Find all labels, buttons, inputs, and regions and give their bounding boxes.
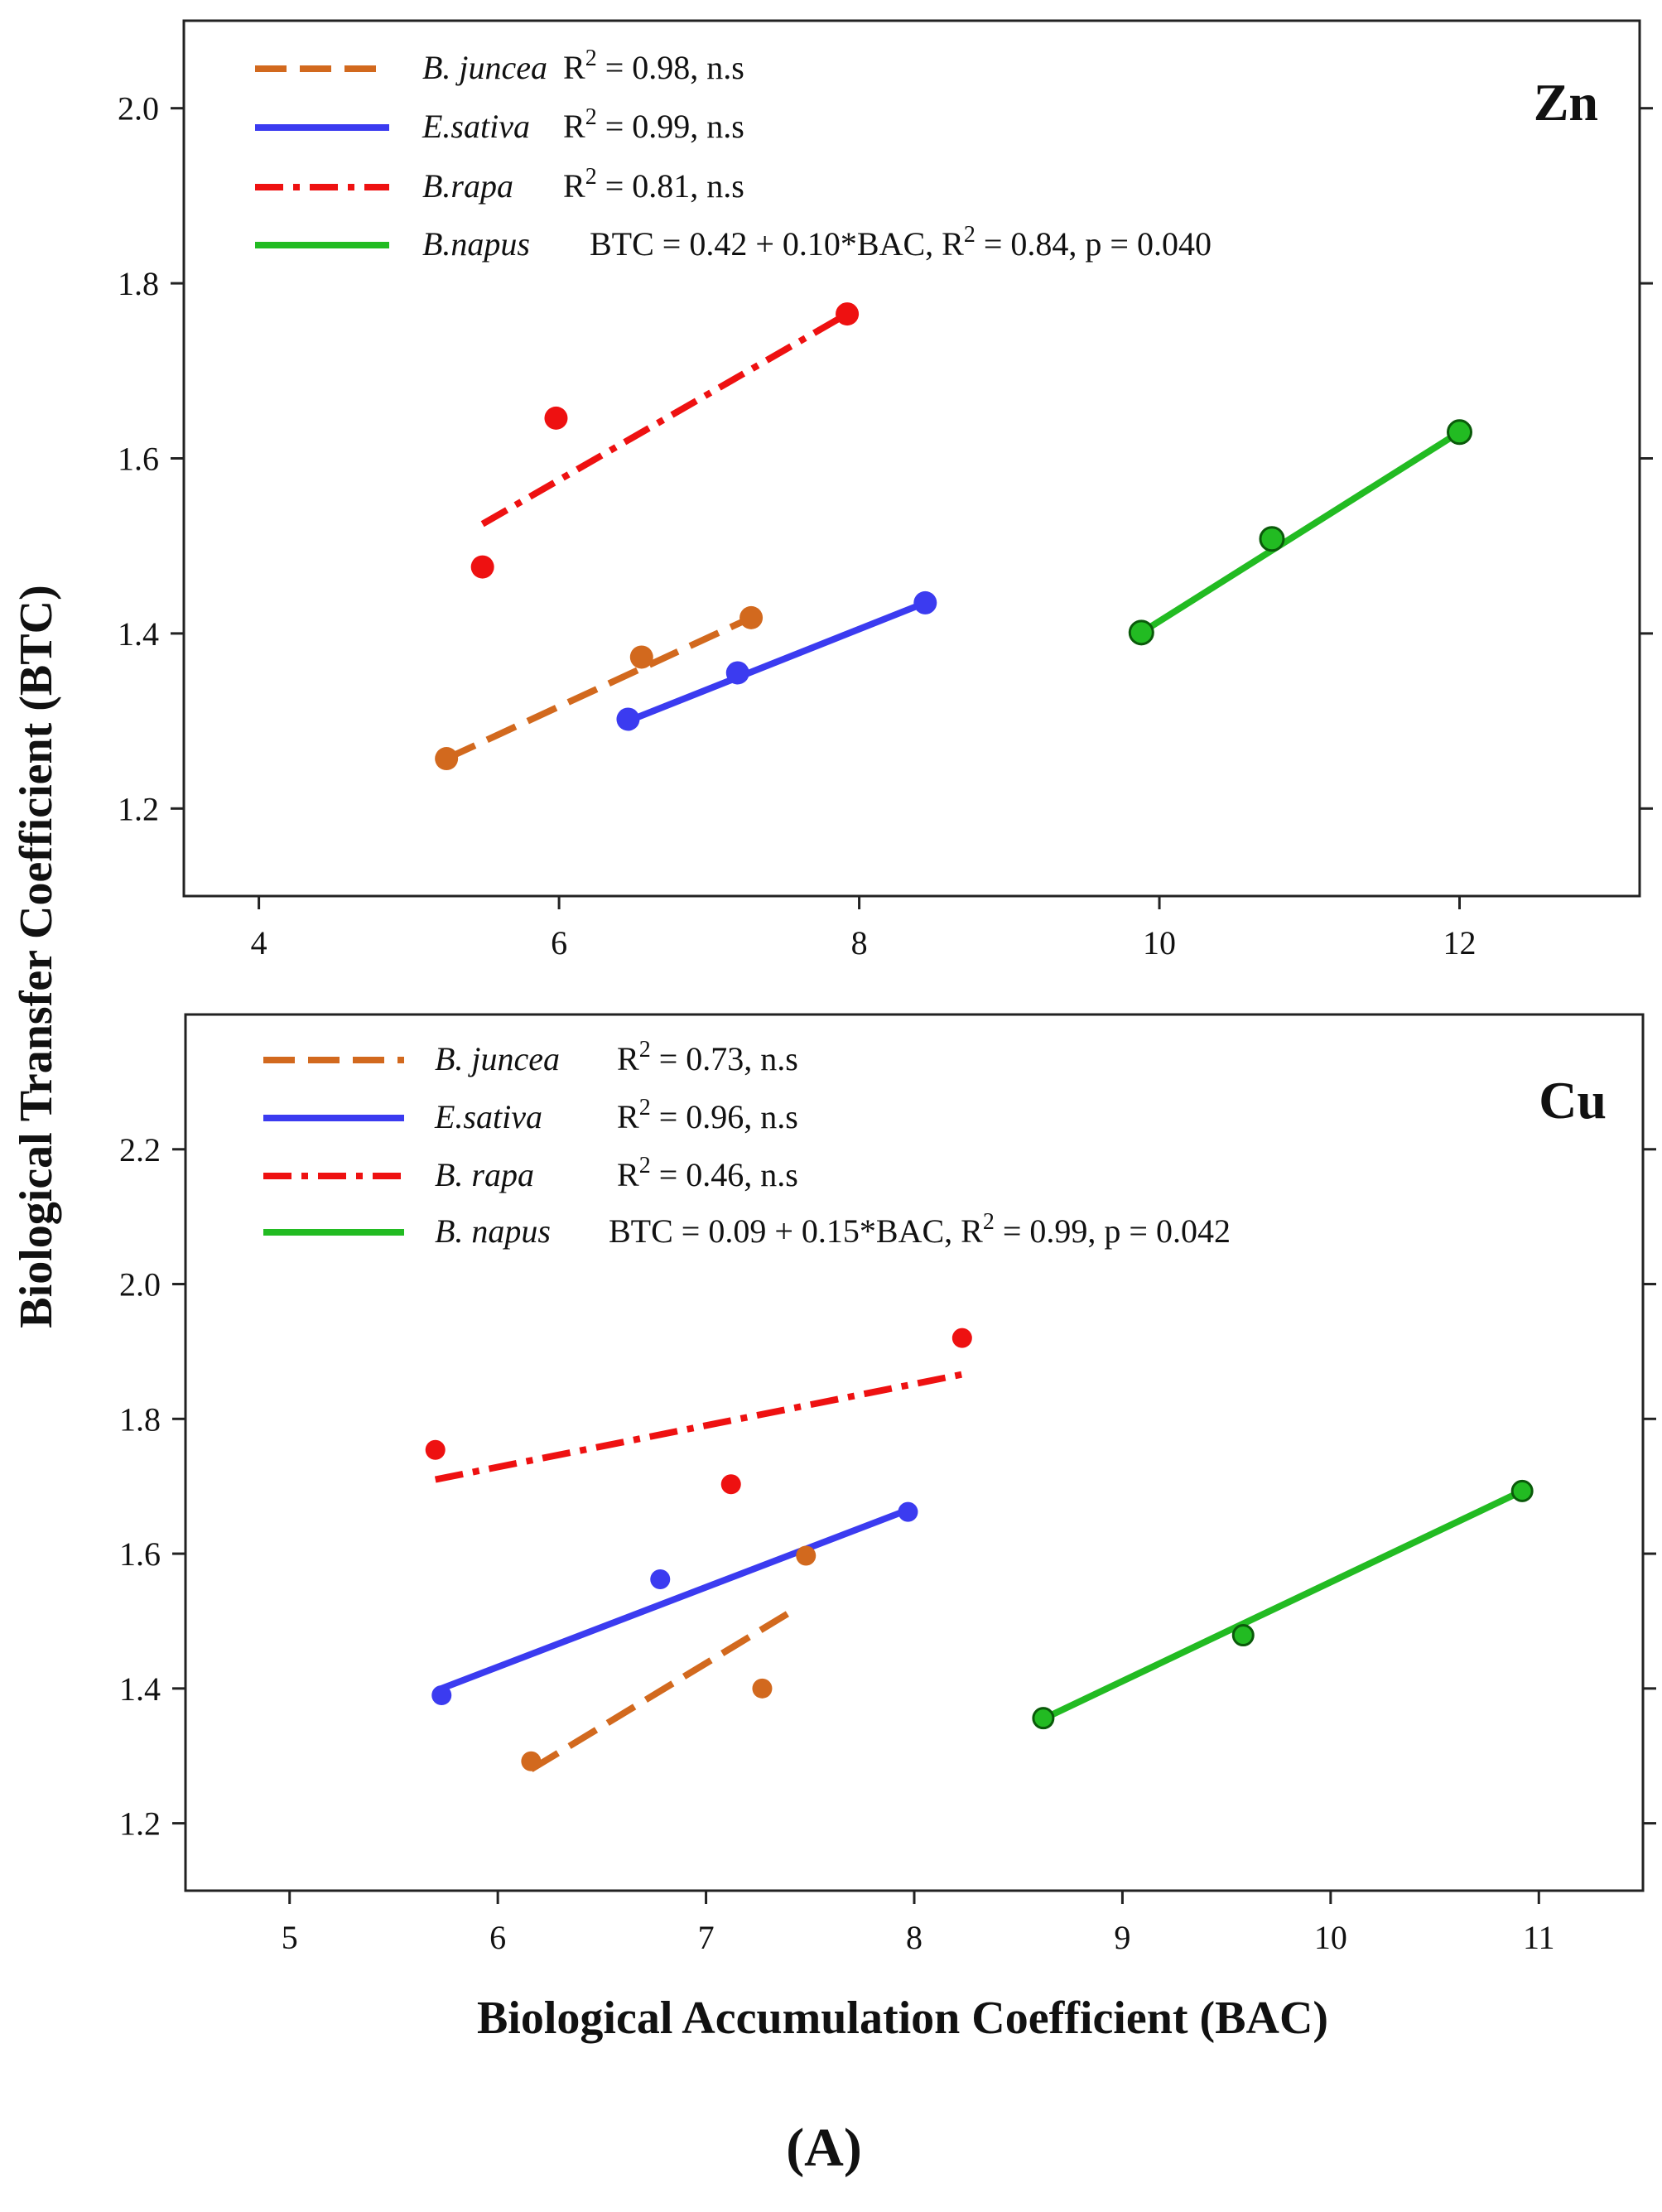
zn-point-bnapus: [1447, 419, 1473, 446]
zn-y-tick-label: 1.8: [118, 265, 159, 302]
zn-panel: Zn 4 6 8 10 12 1.2 1.4 1.6 1.8 2.0 B. juncea R2 =…: [118, 19, 1653, 961]
cu-legend-species-esativa: E.sativa: [434, 1098, 542, 1135]
zn-fit-line-bnapus: [1139, 429, 1462, 636]
zn-y-tick-label: 1.4: [118, 615, 159, 653]
cu-fit-lines: [434, 1371, 1524, 1772]
cu-point-bnapus: [1510, 1479, 1534, 1502]
zn-point-brapa: [544, 406, 568, 430]
zn-point-esativa: [616, 707, 640, 731]
cu-y-tick-label: 1.8: [119, 1400, 161, 1438]
cu-legend-stat-bjuncea: R2 = 0.73, n.s: [617, 1037, 798, 1077]
cu-x-tick-label: 6: [489, 1919, 506, 1956]
cu-x-tick-label: 9: [1114, 1919, 1130, 1956]
zn-fit-line-brapa: [480, 311, 850, 528]
zn-legend-stat-bnapus: BTC = 0.42 + 0.10*BAC, R2 = 0.84, p = 0.…: [590, 222, 1212, 263]
cu-x-tick-label: 7: [698, 1919, 715, 1956]
zn-fit-line-bjuncea: [445, 614, 753, 762]
y-axis-title: Biological Transfer Coefficient (BTC): [11, 585, 62, 1328]
cu-y-tick-label: 1.2: [119, 1805, 161, 1843]
cu-legend: B. juncea R2 = 0.73, n.s E.sativa R2 = 0.96…: [263, 1037, 1231, 1250]
zn-x-tick-label: 8: [851, 924, 868, 961]
cu-point-bjuncea: [796, 1545, 817, 1566]
cu-y-ticks: 1.2 1.4 1.6 1.8 2.0 2.2: [119, 1131, 1656, 1843]
cu-y-tick-label: 2.2: [119, 1131, 161, 1169]
zn-legend-stat-brapa: R2 = 0.81, n.s: [563, 164, 744, 205]
zn-x-ticks: 4 6 8 10 12: [251, 896, 1477, 961]
cu-x-tick-label: 5: [282, 1919, 298, 1956]
zn-legend-species-bnapus: B.napus: [422, 225, 530, 263]
cu-y-tick-label: 2.0: [119, 1266, 161, 1304]
x-axis-title: Biological Accumulation Coefficient (BAC…: [477, 1993, 1328, 2044]
cu-x-tick-label: 8: [906, 1919, 923, 1956]
cu-point-esativa: [431, 1684, 452, 1705]
zn-x-tick-label: 10: [1143, 924, 1176, 961]
cu-y-tick-label: 1.4: [119, 1670, 161, 1708]
zn-point-brapa: [470, 555, 494, 579]
zn-point-brapa: [836, 302, 860, 326]
zn-legend-species-brapa: B.rapa: [422, 167, 513, 205]
cu-fit-line-bnapus: [1042, 1487, 1524, 1723]
zn-legend-stat-esativa: R2 = 0.99, n.s: [563, 104, 744, 145]
zn-point-bjuncea: [739, 605, 764, 629]
zn-point-esativa: [913, 590, 937, 614]
zn-legend: B. juncea R2 = 0.98, n.s E.sativa R2 = 0.99…: [255, 46, 1212, 263]
cu-point-bnapus: [1032, 1707, 1055, 1730]
cu-x-tick-label: 11: [1523, 1919, 1555, 1956]
zn-y-tick-label: 1.6: [118, 441, 159, 478]
cu-point-brapa: [720, 1474, 741, 1495]
cu-legend-species-brapa: B. rapa: [435, 1156, 534, 1193]
figure-label: (A): [786, 2118, 862, 2178]
zn-fit-lines: [445, 311, 1462, 762]
cu-point-bjuncea: [752, 1678, 773, 1699]
zn-y-tick-label: 1.2: [118, 790, 159, 827]
zn-y-ticks: 1.2 1.4 1.6 1.8 2.0: [118, 90, 1653, 827]
cu-legend-stat-esativa: R2 = 0.96, n.s: [617, 1095, 798, 1135]
zn-panel-label: Zn: [1534, 73, 1598, 132]
zn-fit-line-esativa: [626, 600, 927, 725]
zn-x-tick-label: 6: [551, 924, 567, 961]
zn-point-bjuncea: [629, 645, 653, 669]
zn-x-tick-label: 12: [1443, 924, 1477, 961]
cu-point-brapa: [951, 1328, 972, 1348]
zn-point-esativa: [725, 661, 749, 685]
cu-point-bjuncea: [521, 1751, 542, 1771]
zn-legend-species-esativa: E.sativa: [422, 108, 530, 145]
cu-y-tick-label: 1.6: [119, 1535, 161, 1573]
zn-data-points: [435, 302, 1473, 771]
zn-point-bnapus: [1259, 526, 1285, 552]
cu-point-esativa: [898, 1501, 918, 1522]
cu-legend-species-bnapus: B. napus: [435, 1212, 551, 1250]
cu-data-points: [425, 1328, 1534, 1771]
zn-legend-stat-bjuncea: R2 = 0.98, n.s: [563, 46, 744, 86]
cu-legend-species-bjuncea: B. juncea: [435, 1040, 560, 1077]
cu-legend-stat-bnapus: BTC = 0.09 + 0.15*BAC, R2 = 0.99, p = 0.…: [609, 1209, 1231, 1250]
cu-fit-line-bjuncea: [529, 1606, 797, 1772]
zn-y-tick-label: 2.0: [118, 90, 159, 128]
cu-fit-line-brapa: [434, 1371, 963, 1483]
cu-x-tick-label: 10: [1314, 1919, 1347, 1956]
cu-x-ticks: 5 6 7 8 9 10 11: [282, 1891, 1555, 1956]
cu-plot-frame: [184, 1013, 1645, 1892]
cu-point-esativa: [650, 1569, 671, 1590]
cu-panel: Cu 5 6 7 8 9 10 11 1.2 1.4 1.6 1.8 2.0 2.2 B. junce…: [119, 1013, 1656, 1956]
zn-point-bnapus: [1128, 619, 1154, 646]
zn-legend-species-bjuncea: B. juncea: [422, 49, 547, 86]
cu-point-bnapus: [1231, 1624, 1255, 1647]
zn-point-bjuncea: [435, 747, 459, 771]
cu-fit-line-esativa: [440, 1506, 909, 1692]
cu-legend-stat-brapa: R2 = 0.46, n.s: [617, 1153, 798, 1193]
cu-point-brapa: [425, 1439, 446, 1460]
cu-panel-label: Cu: [1539, 1071, 1607, 1130]
zn-x-tick-label: 4: [251, 924, 267, 961]
